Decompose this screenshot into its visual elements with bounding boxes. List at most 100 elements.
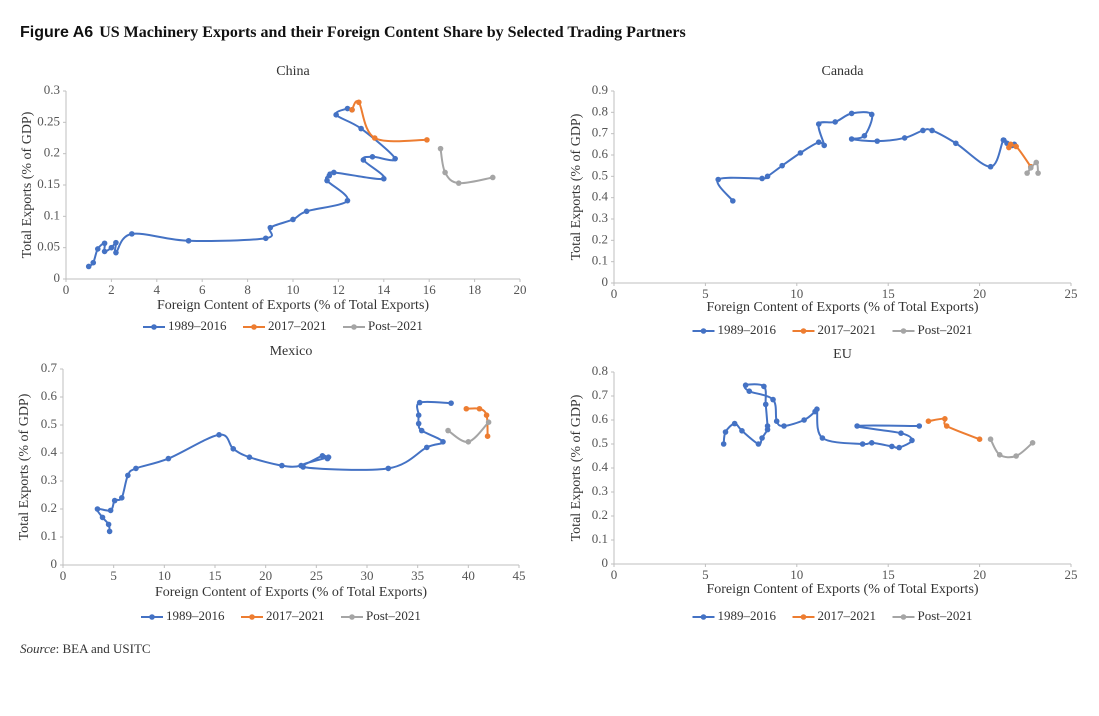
data-point bbox=[929, 127, 935, 134]
series-line bbox=[439, 148, 493, 185]
data-point bbox=[896, 444, 902, 451]
y-tick-label: 0.6 bbox=[41, 388, 58, 403]
legend-marker bbox=[900, 328, 907, 334]
y-tick-label: 0 bbox=[602, 274, 609, 289]
y-tick-label: 0 bbox=[54, 270, 61, 285]
x-tick-label: 25 bbox=[310, 568, 323, 583]
data-point bbox=[94, 246, 101, 252]
data-point bbox=[485, 419, 492, 426]
data-point bbox=[445, 427, 451, 434]
data-point bbox=[764, 173, 771, 180]
data-point bbox=[861, 133, 868, 139]
x-tick-label: 14 bbox=[377, 282, 391, 297]
data-point bbox=[854, 423, 860, 429]
data-point bbox=[484, 433, 491, 440]
x-tick-label: 25 bbox=[1065, 567, 1078, 582]
data-point bbox=[440, 439, 446, 445]
x-tick-label: 20 bbox=[973, 286, 986, 301]
y-tick-label: 0.3 bbox=[592, 210, 608, 225]
legend-label: 2017–2021 bbox=[818, 608, 877, 623]
data-point bbox=[797, 150, 804, 156]
legend-label: Post–2021 bbox=[368, 318, 423, 333]
data-point bbox=[455, 180, 462, 186]
data-point bbox=[94, 506, 101, 512]
x-tick-label: 0 bbox=[60, 568, 67, 583]
data-point bbox=[909, 437, 915, 444]
chart-title: EU bbox=[833, 347, 852, 362]
data-point bbox=[230, 446, 237, 452]
data-point bbox=[246, 454, 253, 461]
x-tick-label: 40 bbox=[462, 568, 475, 583]
legend-marker bbox=[800, 614, 807, 620]
data-point bbox=[901, 135, 908, 141]
source-text: : BEA and USITC bbox=[56, 641, 151, 656]
legend-item: Post–2021 bbox=[343, 318, 423, 333]
data-point bbox=[133, 465, 139, 472]
data-point bbox=[821, 142, 828, 149]
chart-title: Mexico bbox=[270, 344, 313, 359]
legend-item: 2017–2021 bbox=[792, 608, 877, 623]
data-point bbox=[165, 455, 172, 462]
legend-item: 1989–2016 bbox=[141, 608, 225, 623]
x-tick-label: 45 bbox=[513, 568, 526, 583]
data-point bbox=[325, 454, 332, 461]
x-tick-label: 8 bbox=[244, 282, 251, 297]
data-point bbox=[1006, 144, 1012, 151]
y-tick-label: 0 bbox=[602, 555, 609, 570]
data-point bbox=[848, 110, 855, 117]
data-point bbox=[987, 163, 994, 170]
y-tick-label: 0.5 bbox=[592, 435, 608, 450]
data-point bbox=[819, 435, 826, 441]
y-tick-label: 0 bbox=[51, 556, 58, 571]
y-tick-label: 0.1 bbox=[41, 528, 57, 543]
data-point bbox=[111, 497, 118, 504]
data-point bbox=[437, 145, 444, 152]
x-tick-label: 0 bbox=[611, 286, 618, 301]
y-tick-label: 0.1 bbox=[592, 253, 608, 268]
data-point bbox=[761, 383, 767, 390]
y-tick-label: 0.7 bbox=[41, 360, 58, 375]
y-tick-label: 0.3 bbox=[41, 472, 57, 487]
data-point bbox=[759, 175, 765, 182]
data-point bbox=[267, 224, 274, 231]
figure-title-text: US Machinery Exports and their Foreign C… bbox=[99, 24, 686, 41]
data-point bbox=[832, 119, 838, 125]
legend-label: 2017–2021 bbox=[266, 608, 325, 623]
y-tick-label: 0.8 bbox=[592, 363, 608, 378]
data-point bbox=[333, 112, 339, 118]
y-tick-label: 0.2 bbox=[592, 507, 608, 522]
x-tick-label: 10 bbox=[158, 568, 171, 583]
data-point bbox=[465, 439, 472, 445]
y-axis-label: Total Exports (% of GDP) bbox=[17, 393, 32, 540]
data-point bbox=[85, 263, 92, 270]
legend-item: 1989–2016 bbox=[692, 608, 777, 623]
data-point bbox=[953, 140, 959, 147]
data-point bbox=[1000, 137, 1007, 143]
data-point bbox=[720, 441, 727, 447]
legend-label: Post–2021 bbox=[366, 608, 421, 623]
legend-item: 2017–2021 bbox=[792, 322, 876, 337]
data-point bbox=[113, 239, 119, 246]
x-tick-label: 2 bbox=[108, 282, 115, 297]
data-point bbox=[331, 169, 337, 176]
data-point bbox=[730, 198, 736, 204]
data-point bbox=[463, 405, 470, 412]
series-line bbox=[466, 407, 489, 437]
legend-marker bbox=[700, 328, 707, 334]
legend-item: 2017–2021 bbox=[243, 318, 327, 333]
x-tick-label: 5 bbox=[110, 568, 117, 583]
y-axis-label: Total Exports (% of GDP) bbox=[569, 113, 584, 260]
x-tick-label: 35 bbox=[411, 568, 424, 583]
x-axis-label: Foreign Content of Exports (% of Total E… bbox=[706, 300, 978, 315]
y-tick-label: 0.4 bbox=[592, 189, 609, 204]
figure-title: Figure A6 US Machinery Exports and their … bbox=[20, 24, 686, 42]
y-tick-label: 0.1 bbox=[44, 207, 60, 222]
data-point bbox=[1024, 170, 1030, 176]
legend-marker bbox=[251, 324, 257, 330]
x-tick-label: 10 bbox=[287, 282, 300, 297]
x-tick-label: 10 bbox=[790, 286, 803, 301]
legend-item: 1989–2016 bbox=[143, 318, 227, 333]
data-point bbox=[942, 416, 948, 422]
data-point bbox=[349, 107, 355, 113]
legend-marker bbox=[349, 614, 355, 620]
